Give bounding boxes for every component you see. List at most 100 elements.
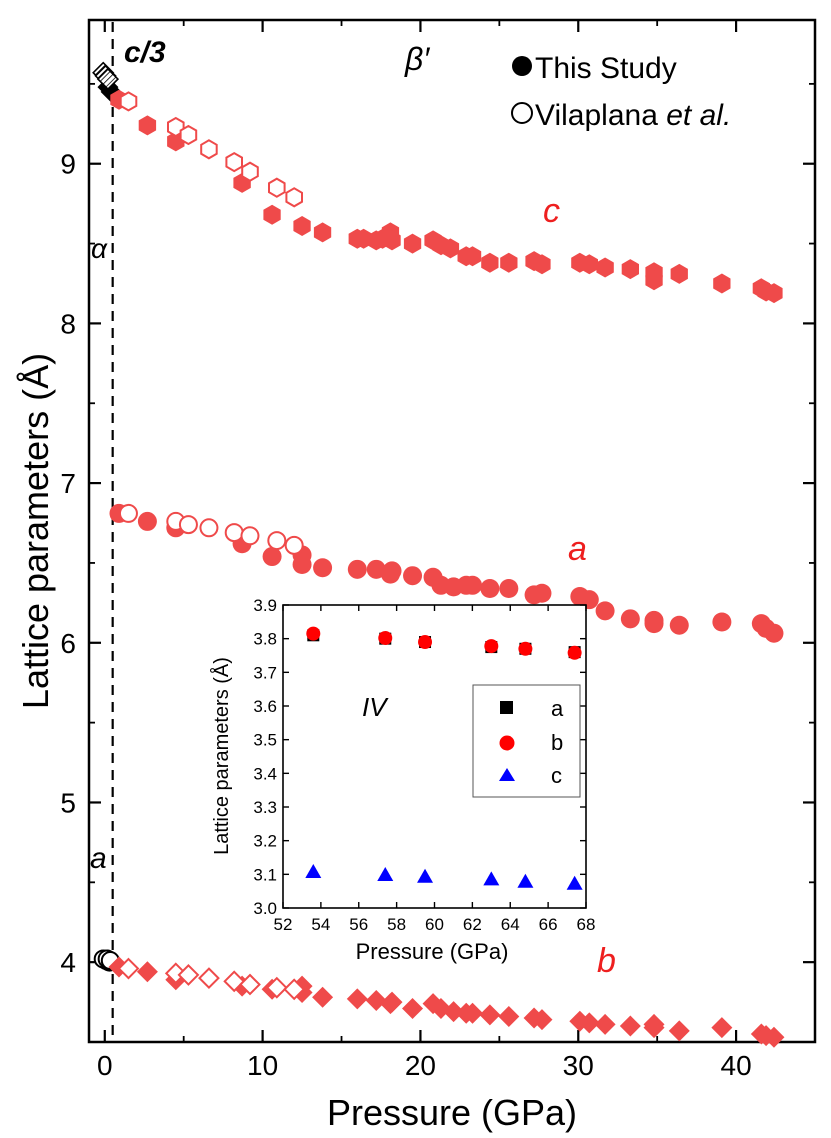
data-point xyxy=(499,578,519,598)
data-point xyxy=(462,1002,484,1024)
main-data-points xyxy=(92,61,785,1048)
data-point xyxy=(263,204,281,225)
data-point xyxy=(463,246,482,267)
inset-data-points xyxy=(305,626,583,890)
data-point xyxy=(670,263,688,284)
inset-y-tick-label: 3.7 xyxy=(253,663,277,682)
x-tick-label: 10 xyxy=(247,1050,278,1081)
inset-data-point xyxy=(517,873,534,888)
inset-data-point xyxy=(377,867,394,882)
inset-data-point xyxy=(305,863,322,878)
y-tick-label: 7 xyxy=(60,468,76,499)
inset-legend: a b c xyxy=(472,684,581,798)
inset-y-tick-label: 3.3 xyxy=(253,798,277,817)
data-point xyxy=(620,609,640,629)
data-point xyxy=(500,252,518,273)
data-point xyxy=(225,151,243,173)
inset-y-tick-label: 3.2 xyxy=(253,832,277,851)
y-tick-label: 8 xyxy=(60,308,76,339)
inset-data-point xyxy=(567,645,582,660)
data-point xyxy=(403,566,423,586)
x-axis-title: Pressure (GPa) xyxy=(327,1092,577,1133)
inset-y-tick-label: 3.8 xyxy=(253,630,277,649)
inset-phase-label: IV xyxy=(362,692,389,722)
data-point xyxy=(293,216,311,236)
data-point xyxy=(595,601,615,621)
annotation-a: a xyxy=(568,530,587,568)
data-point xyxy=(313,558,333,578)
inset-x-tick-label: 54 xyxy=(311,915,330,934)
data-point xyxy=(283,978,306,1001)
data-point xyxy=(594,1013,616,1035)
data-point xyxy=(596,257,614,278)
y-tick-label: 5 xyxy=(60,787,76,818)
inset-data-point xyxy=(483,871,500,886)
data-point xyxy=(179,124,198,146)
inset-legend-label-b: b xyxy=(551,730,563,755)
main-plot-frame xyxy=(87,18,817,1044)
y-tick-label: 4 xyxy=(60,947,76,978)
data-point xyxy=(178,515,198,535)
inset-y-tick-label: 3.1 xyxy=(253,865,277,884)
inset-x-tick-label: 64 xyxy=(501,915,520,934)
y-tick-label: 6 xyxy=(60,628,76,659)
inset-data-point xyxy=(417,868,434,883)
data-point xyxy=(346,988,368,1010)
inset-x-tick-label: 66 xyxy=(539,915,558,934)
data-point xyxy=(119,91,138,112)
data-point xyxy=(239,973,261,996)
inset-legend-marker-c xyxy=(499,768,515,781)
data-point xyxy=(365,989,387,1011)
inset-x-tick-label: 58 xyxy=(387,915,406,934)
data-point xyxy=(765,283,783,304)
y-tick-label: 9 xyxy=(60,149,76,180)
data-point xyxy=(443,1001,465,1023)
data-point xyxy=(241,161,259,182)
data-point xyxy=(136,961,158,983)
data-point xyxy=(645,270,663,291)
data-point xyxy=(764,623,784,643)
inset-x-tick-label: 60 xyxy=(425,915,444,934)
data-point xyxy=(532,583,552,603)
annotation-beta-prime: β′ xyxy=(404,41,430,77)
data-point xyxy=(533,254,551,275)
data-point xyxy=(198,967,220,990)
data-point xyxy=(580,254,598,275)
inset-data-point xyxy=(566,875,583,890)
data-point xyxy=(403,233,422,254)
main-axis-ticks xyxy=(89,20,816,1043)
data-point xyxy=(118,503,138,523)
data-point xyxy=(177,964,200,986)
data-point xyxy=(643,1013,665,1035)
x-tick-label: 0 xyxy=(97,1050,113,1081)
data-point xyxy=(347,559,367,579)
data-point xyxy=(382,561,402,581)
data-point xyxy=(240,526,260,546)
inset-x-tick-label: 68 xyxy=(577,915,596,934)
data-point xyxy=(441,238,460,259)
data-point xyxy=(668,1020,690,1042)
data-point xyxy=(313,222,332,243)
inset-x-tick-label: 56 xyxy=(349,915,368,934)
inset-data-point xyxy=(378,630,393,645)
annotation-c: c xyxy=(543,192,560,230)
data-point xyxy=(621,259,639,280)
data-point xyxy=(402,997,424,1019)
inset-data-point xyxy=(518,641,533,656)
data-point xyxy=(381,991,403,1013)
inset-legend-marker-b xyxy=(499,735,515,751)
data-point xyxy=(137,511,157,531)
inset-x-tick-label: 52 xyxy=(274,915,293,934)
data-point xyxy=(268,177,286,198)
data-point xyxy=(96,67,120,91)
inset-data-point xyxy=(306,626,321,641)
legend-label-this-study: This Study xyxy=(535,52,677,85)
data-point xyxy=(578,1012,600,1034)
legend-marker-vilaplana xyxy=(511,102,533,124)
inset-tick-labels: 52 54 56 58 60 62 64 66 68 3.0 3.1 3.2 3.3 3.4 3.5 3.6 3… xyxy=(253,596,595,934)
data-point xyxy=(138,115,157,136)
inset-y-tick-label: 3.4 xyxy=(253,764,277,783)
data-point xyxy=(312,986,334,1008)
data-point xyxy=(481,252,499,273)
data-point xyxy=(463,575,483,595)
